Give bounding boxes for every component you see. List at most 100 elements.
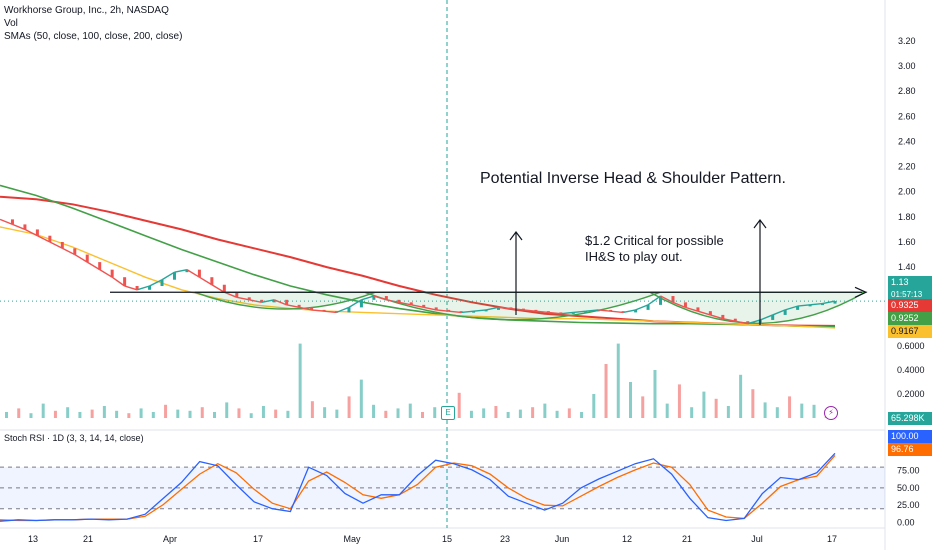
price-axis-tick: 2.60 xyxy=(898,111,916,121)
volume-bar xyxy=(580,412,584,418)
price-axis-tick: 3.00 xyxy=(898,61,916,71)
price-candle xyxy=(272,299,276,303)
volume-bar xyxy=(788,396,792,418)
x-axis-tick: 21 xyxy=(682,534,692,544)
rsi-axis-tick: 0.00 xyxy=(897,518,915,528)
volume-bar xyxy=(66,407,70,418)
target-arrow-right-head xyxy=(753,219,767,229)
stoch-rsi-legend: Stoch RSI · 1D (3, 3, 14, 14, close) xyxy=(4,433,144,443)
sma50-line xyxy=(0,226,836,329)
volume-axis-tick: 0.4000 xyxy=(897,365,925,375)
volume-bar xyxy=(812,404,816,418)
volume-bar xyxy=(677,384,681,418)
price-candle xyxy=(23,224,27,230)
price-segment xyxy=(161,271,175,281)
price-segment xyxy=(747,319,761,325)
volume-bar xyxy=(641,396,645,418)
price-segment xyxy=(498,306,512,310)
rsi-axis-tick: 50.00 xyxy=(897,483,920,493)
volume-bar xyxy=(225,402,229,418)
price-candle xyxy=(235,292,239,298)
price-segment xyxy=(535,310,549,314)
volume-bar xyxy=(298,343,302,418)
price-segment xyxy=(473,309,487,312)
volume-bar xyxy=(249,413,253,418)
price-segment xyxy=(199,276,213,286)
volume-bar xyxy=(90,409,94,418)
price-candle xyxy=(172,272,176,280)
stoch-rsi-d-line xyxy=(0,454,836,522)
chart-title: Workhorse Group, Inc., 2h, NASDAQ xyxy=(4,5,169,16)
volume-bar xyxy=(359,379,363,418)
price-candle xyxy=(60,242,64,249)
price-candle xyxy=(646,304,650,310)
price-segment xyxy=(436,309,449,312)
price-candle xyxy=(310,307,314,310)
price-segment xyxy=(759,314,773,321)
price-segment xyxy=(174,268,188,273)
volume-bar xyxy=(518,409,522,418)
price-segment xyxy=(298,306,312,311)
pattern-arc xyxy=(647,291,868,325)
price-segment xyxy=(660,295,674,303)
volume-bar xyxy=(690,407,694,418)
price-segment xyxy=(186,269,200,278)
volume-legend: Vol xyxy=(4,18,18,29)
price-candle xyxy=(135,286,139,290)
price-segment xyxy=(610,310,624,314)
volume-bar xyxy=(763,402,767,418)
volume-bar xyxy=(200,407,204,418)
price-axis-tick: 1.60 xyxy=(898,237,916,247)
price-candle xyxy=(434,307,438,310)
price-candle xyxy=(85,254,89,263)
sma50-badge: 0.9167 xyxy=(888,325,932,338)
price-segment xyxy=(685,306,699,312)
price-axis-tick: 2.20 xyxy=(898,162,916,172)
volume-bar xyxy=(176,409,180,418)
price-candle xyxy=(659,296,663,305)
price-segment xyxy=(0,218,13,226)
x-axis-tick: Apr xyxy=(163,534,177,544)
price-candle xyxy=(110,269,114,278)
volume-bar xyxy=(102,406,106,418)
price-candle xyxy=(35,229,39,236)
price-candle xyxy=(98,262,102,270)
volume-bar xyxy=(323,407,327,418)
price-candle xyxy=(596,309,600,312)
volume-bar xyxy=(800,403,804,418)
volume-bar xyxy=(433,407,437,418)
volume-bar xyxy=(139,408,143,418)
volume-bar xyxy=(396,408,400,418)
price-segment xyxy=(523,309,536,312)
price-candle xyxy=(48,235,52,242)
price-segment xyxy=(485,306,499,311)
volume-bar xyxy=(53,410,57,418)
price-candle xyxy=(821,303,825,306)
price-candle xyxy=(671,296,675,303)
price-candle xyxy=(497,307,501,310)
stoch-rsi-k-line xyxy=(0,452,836,522)
price-segment xyxy=(49,241,63,249)
price-segment xyxy=(261,299,275,304)
x-axis-tick: 13 xyxy=(28,534,38,544)
price-segment xyxy=(647,295,661,306)
x-axis-tick: 15 xyxy=(442,534,452,544)
x-axis-tick: 23 xyxy=(500,534,510,544)
price-segment xyxy=(61,247,76,256)
price-segment xyxy=(423,306,437,311)
price-candle xyxy=(696,307,700,312)
price-candle xyxy=(521,308,525,311)
volume-bar xyxy=(506,412,510,418)
lightning-icon[interactable]: ⚡ xyxy=(824,406,838,420)
price-candle xyxy=(584,311,588,313)
x-axis-tick: 12 xyxy=(622,534,632,544)
volume-bar xyxy=(372,404,376,418)
price-segment xyxy=(311,309,325,312)
earnings-icon[interactable]: E xyxy=(441,406,455,420)
price-candle xyxy=(285,299,289,305)
volume-bar xyxy=(421,412,424,418)
price-segment xyxy=(810,302,823,306)
volume-bar xyxy=(347,396,351,418)
price-candle xyxy=(509,307,513,309)
